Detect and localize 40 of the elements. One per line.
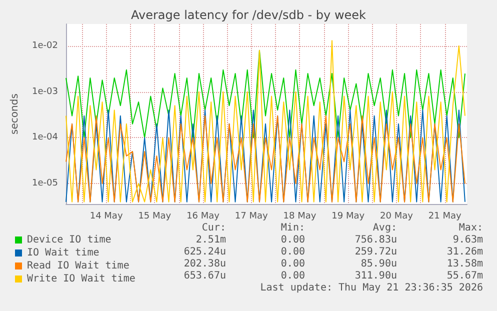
legend-label: Read IO Wait time — [27, 260, 130, 272]
y-axis-title: seconds — [10, 94, 20, 134]
text: Avg: — [372, 222, 397, 234]
chart-title: Average latency for /dev/sdb - by week — [131, 8, 366, 22]
text: 0.00 — [280, 270, 305, 282]
y-tick-label: 1e-02 — [32, 40, 58, 51]
x-tick-label: 18 May — [283, 212, 317, 222]
legend-label: IO Wait time — [27, 248, 100, 258]
text: 625.24u — [184, 246, 226, 258]
text: Cur: — [202, 222, 226, 234]
text: 31.26m — [446, 246, 483, 258]
x-tick-label: 16 May — [186, 212, 220, 222]
text: 9.63m — [452, 234, 483, 246]
text: 0.00 — [280, 234, 305, 246]
text: 202.38u — [184, 258, 226, 270]
text: 85.90u — [360, 258, 397, 270]
text: 0.00 — [280, 246, 305, 258]
x-tick-label: 20 May — [380, 212, 414, 222]
text: Min: — [280, 222, 305, 234]
line-series — [66, 40, 466, 202]
text: 2.51m — [196, 234, 226, 246]
legend-label: Write IO Wait time — [27, 274, 136, 284]
x-tick-label: 17 May — [234, 212, 269, 222]
x-tick-label: 21 May — [428, 212, 462, 222]
x-tick-label: 19 May — [332, 212, 366, 222]
text: 13.58m — [446, 258, 483, 270]
text: 653.67u — [184, 270, 226, 282]
text: 0.00 — [280, 258, 305, 270]
text: Max: — [458, 222, 483, 234]
x-tick-label: 14 May — [90, 212, 124, 222]
x-tick-label: 15 May — [138, 212, 172, 222]
y-tick-label: 1e-05 — [32, 178, 58, 189]
text: 311.90u — [354, 270, 397, 282]
y-tick-label: 1e-03 — [32, 86, 58, 97]
legend-label: Device IO time — [27, 234, 112, 246]
text: 259.72u — [354, 246, 397, 258]
text: 55.67m — [446, 270, 483, 282]
text: Last update: Thu May 21 23:36:35 2026 — [260, 282, 483, 294]
y-tick-label: 1e-04 — [32, 132, 58, 143]
text: 756.83u — [354, 234, 397, 246]
